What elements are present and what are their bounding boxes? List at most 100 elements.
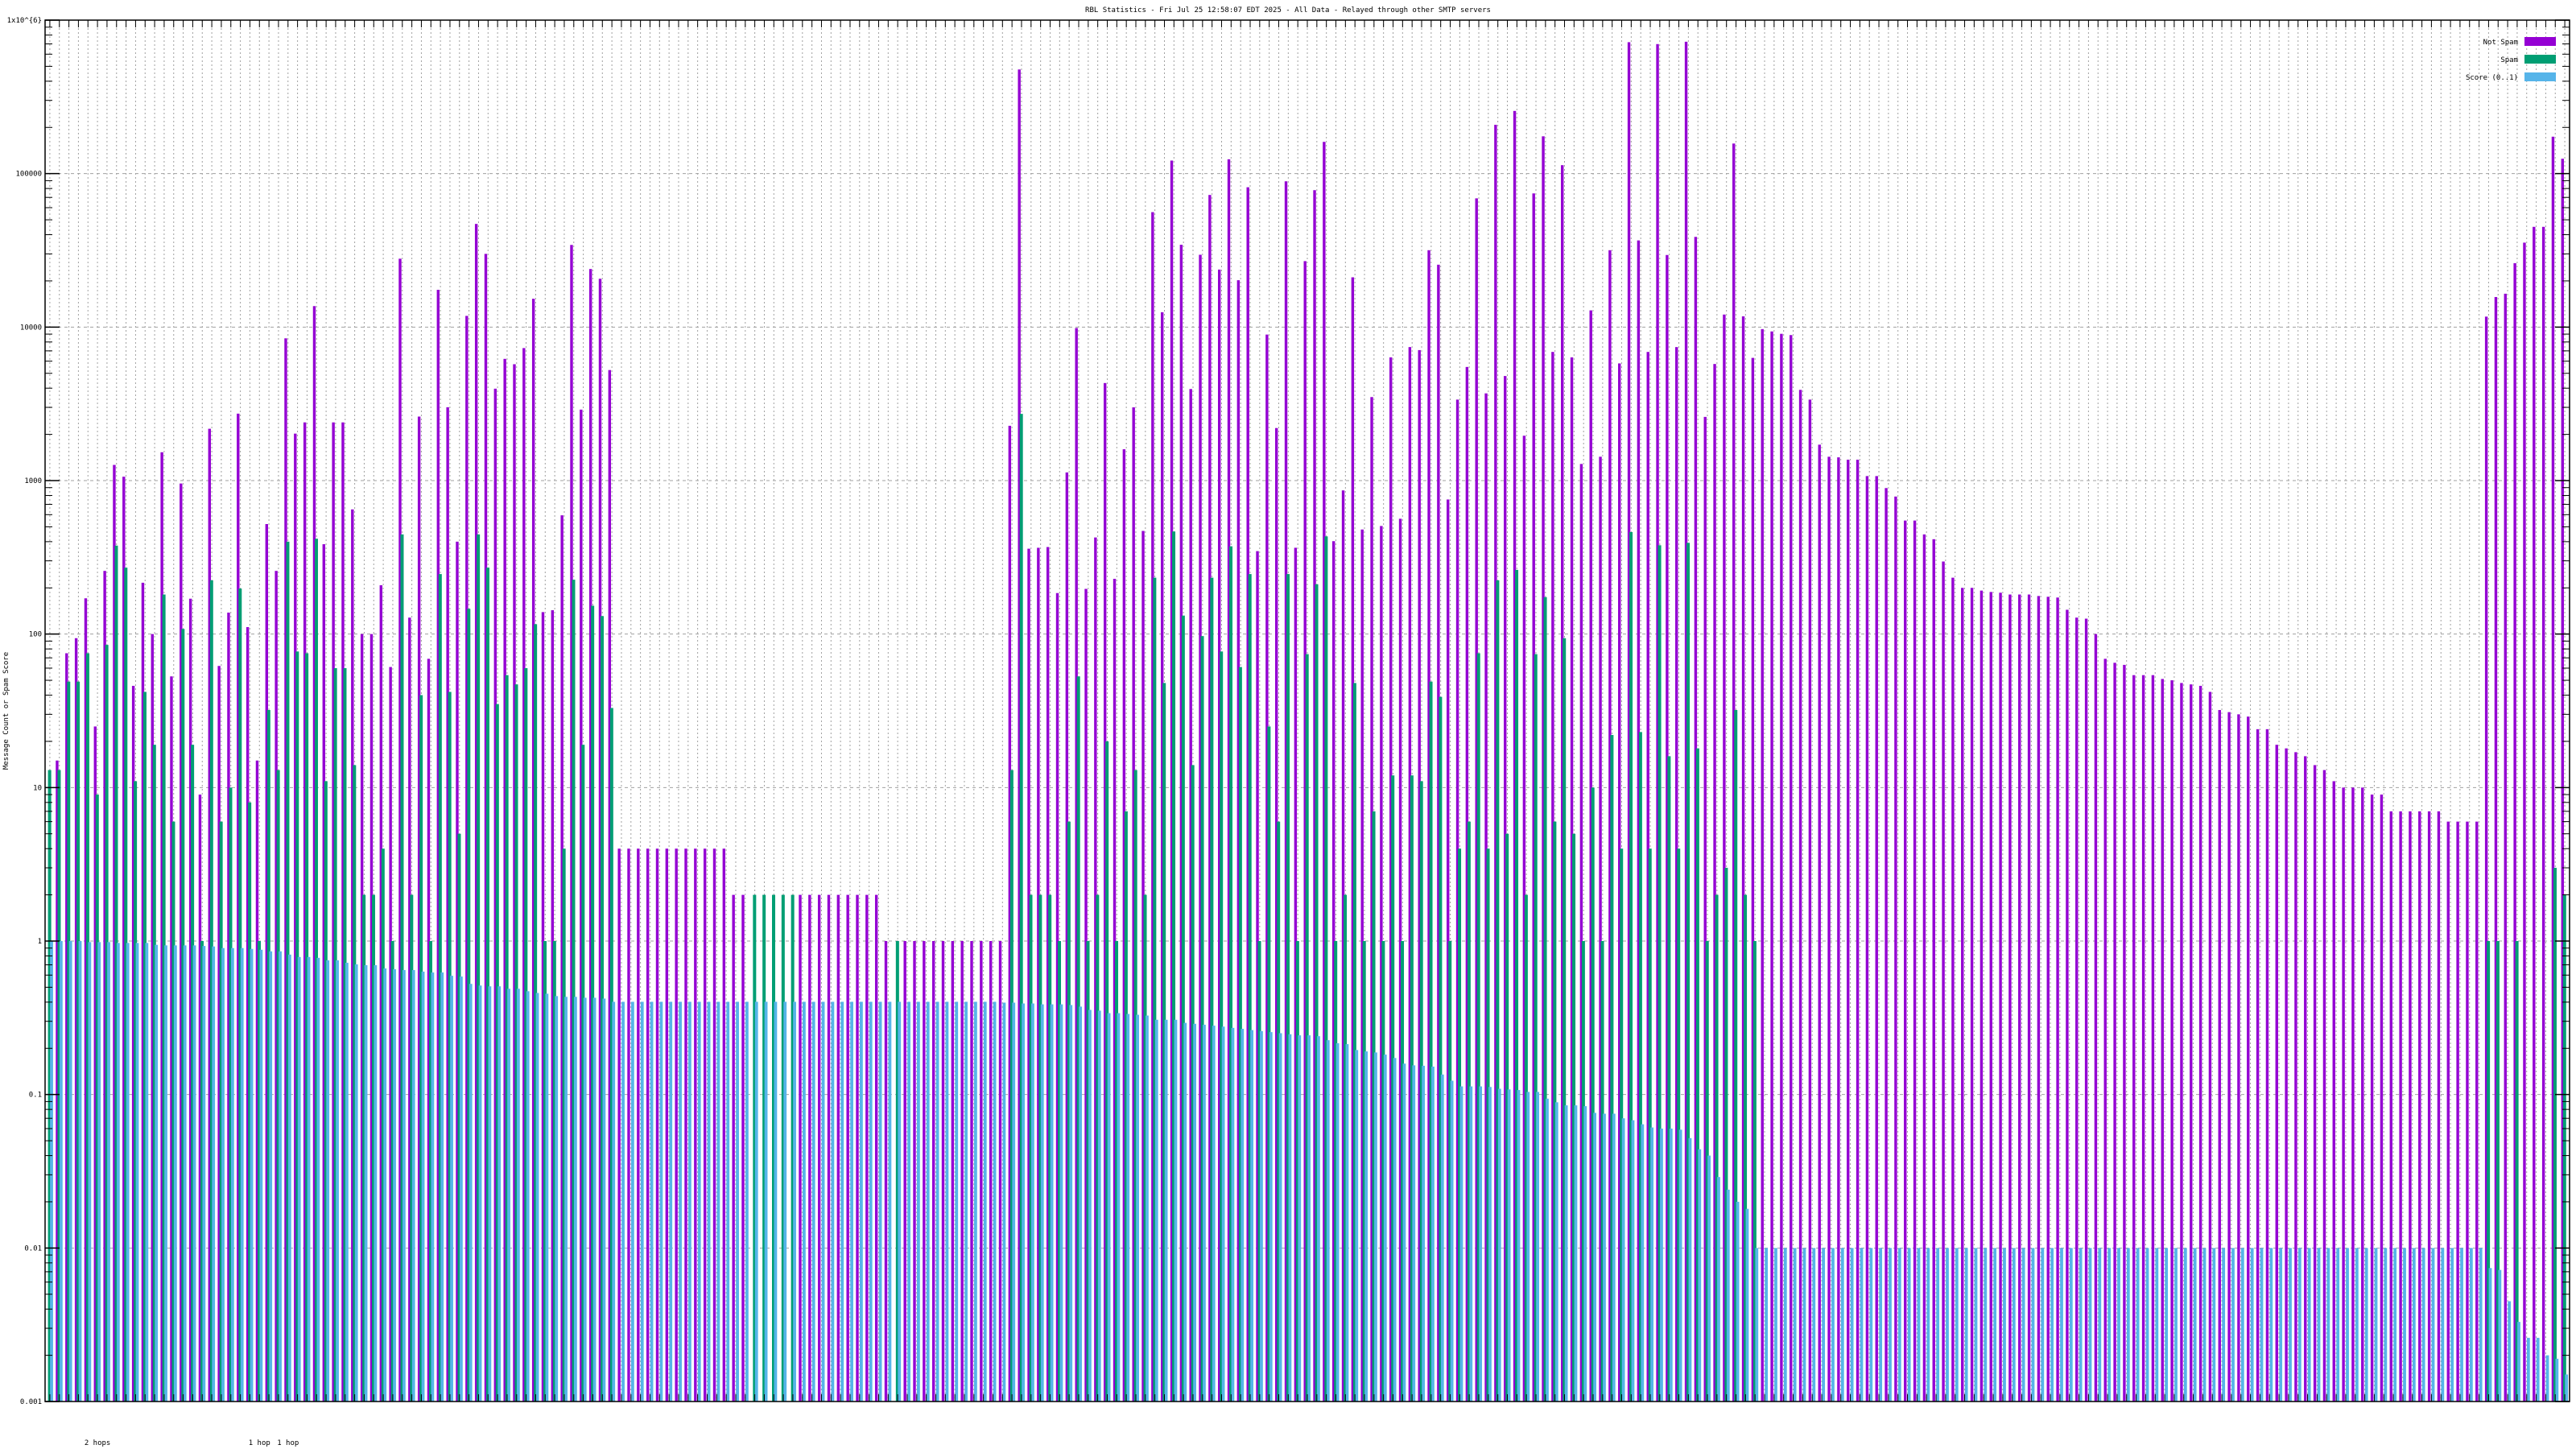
score-bar bbox=[1117, 1013, 1121, 1402]
not-spam-bar bbox=[1274, 427, 1278, 1402]
score-bar bbox=[1993, 1248, 1997, 1402]
not-spam-bar bbox=[2218, 710, 2221, 1402]
not-spam-bar bbox=[588, 269, 592, 1402]
score-bar bbox=[679, 1001, 682, 1402]
not-spam-bar bbox=[799, 894, 802, 1402]
spam-bar bbox=[324, 781, 328, 1402]
legend-label-not-spam: Not Spam bbox=[2483, 39, 2518, 47]
spam-bar bbox=[1381, 941, 1385, 1402]
spam-bar bbox=[257, 941, 261, 1402]
not-spam-bar bbox=[1694, 237, 1698, 1402]
score-bar bbox=[345, 962, 349, 1402]
score-bar bbox=[478, 985, 482, 1402]
not-spam-bar bbox=[465, 316, 469, 1402]
not-spam-bar bbox=[2275, 745, 2278, 1402]
score-bar bbox=[1269, 1032, 1273, 1402]
score-bar bbox=[1355, 1050, 1359, 1402]
not-spam-bar bbox=[1284, 181, 1288, 1402]
not-spam-bar bbox=[617, 848, 621, 1402]
not-spam-bar bbox=[255, 760, 259, 1402]
not-spam-bar bbox=[998, 941, 1002, 1402]
not-spam-bar bbox=[1847, 460, 1850, 1402]
spam-bar bbox=[1153, 577, 1157, 1402]
chart-title: RBL Statistics - Fri Jul 25 12:58:07 EDT… bbox=[1085, 6, 1491, 14]
spam-bar bbox=[47, 770, 52, 1402]
score-bar bbox=[2297, 1248, 2301, 1402]
spam-bar bbox=[1048, 894, 1052, 1402]
score-bar bbox=[155, 944, 159, 1402]
not-spam-bar bbox=[1837, 457, 1840, 1402]
score-bar bbox=[1955, 1248, 1959, 1402]
spam-bar bbox=[1009, 770, 1013, 1402]
score-bar bbox=[2107, 1248, 2112, 1402]
spam-bar bbox=[762, 894, 766, 1402]
score-bar bbox=[336, 960, 339, 1402]
score-bar bbox=[1031, 1003, 1034, 1402]
y-tick-label: 0.001 bbox=[20, 1398, 42, 1406]
score-bar bbox=[2279, 1248, 2283, 1402]
score-bar bbox=[2508, 1301, 2512, 1402]
score-bar bbox=[126, 943, 130, 1402]
score-bar bbox=[1650, 1127, 1654, 1402]
score-bar bbox=[2269, 1248, 2273, 1402]
score-bar bbox=[1440, 1074, 1444, 1402]
score-bar bbox=[821, 1001, 825, 1402]
spam-bar bbox=[581, 745, 585, 1402]
score-bar bbox=[2289, 1248, 2292, 1402]
not-spam-bar bbox=[1865, 476, 1869, 1402]
spam-bar bbox=[600, 616, 604, 1402]
score-bar bbox=[993, 1001, 997, 1402]
not-spam-bar bbox=[846, 894, 849, 1402]
not-spam-bar bbox=[1970, 588, 1974, 1402]
score-bar bbox=[1964, 1248, 1968, 1402]
spam-bar bbox=[1076, 676, 1080, 1402]
spam-bar bbox=[85, 653, 89, 1402]
not-spam-bar bbox=[1113, 579, 1117, 1402]
not-spam-bar bbox=[1256, 551, 1259, 1402]
not-spam-bar bbox=[675, 848, 678, 1402]
spam-bar bbox=[609, 708, 613, 1402]
score-bar bbox=[1022, 1003, 1025, 1402]
not-spam-bar bbox=[1027, 548, 1030, 1402]
spam-bar bbox=[2487, 941, 2491, 1402]
spam-bar bbox=[124, 568, 128, 1402]
not-spam-bar bbox=[732, 894, 735, 1402]
score-bar bbox=[1393, 1058, 1397, 1402]
spam-bar bbox=[572, 580, 576, 1402]
score-bar bbox=[279, 951, 282, 1402]
spam-bar bbox=[1439, 696, 1443, 1402]
spam-bar bbox=[343, 667, 347, 1402]
spam-bar bbox=[1344, 894, 1348, 1402]
not-spam-bar bbox=[2180, 683, 2183, 1402]
score-bar bbox=[1840, 1248, 1844, 1402]
legend-swatch-not-spam bbox=[2524, 37, 2556, 46]
score-bar bbox=[1660, 1128, 1663, 1402]
score-bar bbox=[1593, 1113, 1597, 1402]
not-spam-bar bbox=[2533, 226, 2536, 1402]
not-spam-bar bbox=[1370, 397, 1373, 1402]
score-bar bbox=[1288, 1034, 1292, 1402]
spam-bar bbox=[1657, 545, 1662, 1402]
score-bar bbox=[612, 1001, 616, 1402]
spam-bar bbox=[591, 605, 595, 1402]
spam-bar bbox=[1362, 941, 1366, 1402]
score-bar bbox=[745, 1001, 749, 1402]
spam-bar bbox=[248, 802, 252, 1402]
spam-bar bbox=[1600, 941, 1604, 1402]
legend: Not Spam Spam Score (0..1) bbox=[2466, 37, 2556, 82]
score-bar bbox=[2021, 1248, 2025, 1402]
score-bar bbox=[831, 1001, 835, 1402]
not-spam-bar bbox=[570, 245, 573, 1402]
not-spam-bar bbox=[198, 795, 202, 1402]
score-bar bbox=[135, 943, 139, 1402]
score-bar bbox=[2183, 1248, 2187, 1402]
spam-bar bbox=[191, 745, 195, 1402]
score-bar bbox=[240, 947, 244, 1402]
not-spam-bar bbox=[2208, 691, 2212, 1402]
score-bar bbox=[898, 1001, 902, 1402]
score-bar bbox=[421, 971, 425, 1402]
not-spam-bar bbox=[1160, 312, 1164, 1402]
spam-bar bbox=[753, 894, 757, 1402]
spam-bar bbox=[1172, 531, 1176, 1402]
score-bar bbox=[212, 946, 216, 1402]
